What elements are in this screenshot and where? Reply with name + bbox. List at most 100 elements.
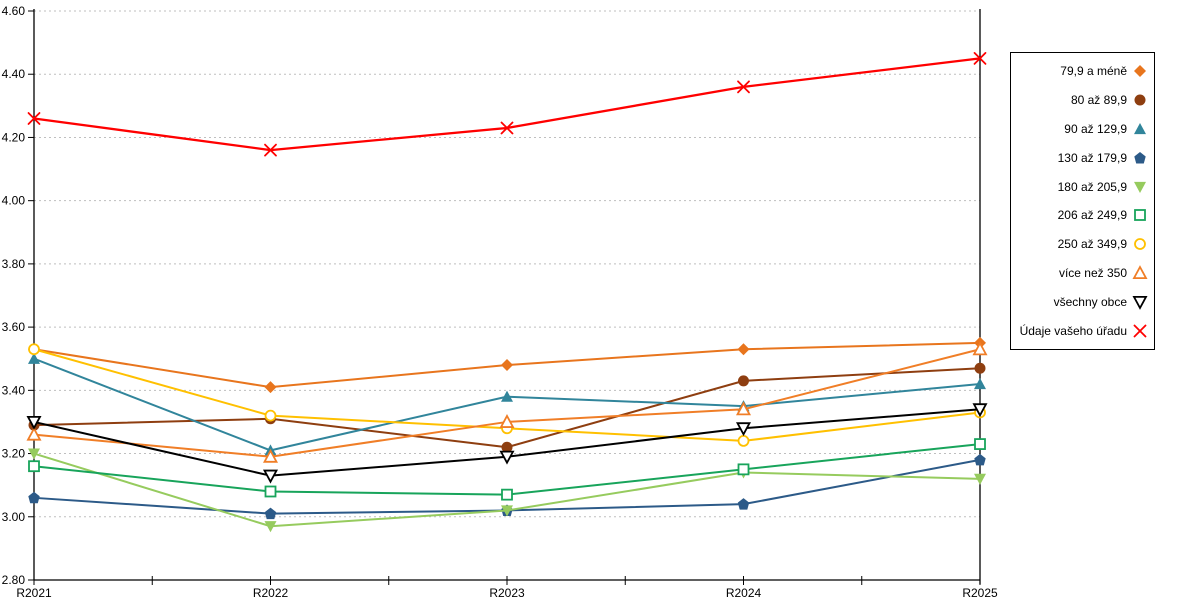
marker-x-stroke [500,121,514,135]
y-axis-label: 4.20 [2,130,26,144]
marker-square-hollow [264,485,277,498]
marker-circle [738,375,749,387]
marker-x [737,80,750,94]
marker-triangle-down-hollow [1132,295,1148,310]
marker-x-stroke [1133,324,1147,337]
chart-legend: 79,9 a méně 80 až 89,9 90 až 129,9 130 až 1… [1010,52,1155,350]
y-axis-label: 3.60 [2,320,26,334]
marker-circle-hollow [28,343,40,356]
marker-triangle-down-hollow [499,450,515,465]
marker-pentagon [974,453,986,466]
marker-x-stroke [264,143,277,157]
marker-triangle-down [264,521,277,533]
marker-square-hollow [501,488,513,501]
series-8 [26,341,988,463]
legend-item: 180 až 205,9 [1015,179,1148,195]
legend-item: 250 až 349,9 [1015,236,1148,252]
series-5 [28,448,986,533]
legend-marker-icon [1134,151,1146,164]
marker-triangle-up-hollow [262,448,279,463]
marker-diamond [264,381,277,394]
marker-circle [1134,94,1146,106]
marker-triangle-up [501,390,513,402]
marker-diamond [1134,65,1146,78]
y-axis-label: 3.20 [2,447,26,461]
legend-item: všechny obce [1015,294,1148,310]
marker-triangle-down-hollow [972,403,988,418]
legend-item-label: 90 až 129,9 [1064,121,1127,136]
marker-square-hollow [737,463,750,476]
marker-triangle-down-hollow [735,422,752,437]
series-2 [28,362,986,453]
marker-triangle-up [1134,122,1146,135]
legend-item-label: všechny obce [1053,294,1127,309]
legend-item-label: 130 až 179,9 [1057,150,1127,165]
legend-item: více než 350 [1015,265,1148,281]
y-axis-label: 4.00 [2,194,26,208]
marker-diamond [501,359,513,372]
marker-circle-hollow [1134,238,1146,251]
marker-triangle-up [28,352,40,364]
marker-triangle-up-hollow [26,426,42,441]
legend-item: 80 až 89,9 [1015,92,1148,108]
legend-marker-icon [1134,209,1146,222]
marker-circle-hollow [737,435,750,447]
marker-square-hollow [28,460,40,473]
marker-circle-hollow [264,409,277,422]
legend-marker-icon [1134,65,1146,78]
legend-marker-icon [1132,265,1148,279]
y-axis-label: 2.80 [2,573,26,587]
marker-pentagon [1134,151,1146,164]
legend-item-label: 80 až 89,9 [1070,93,1127,108]
marker-diamond [737,343,750,356]
marker-triangle-up-hollow [972,341,988,356]
legend-marker-icon [1134,94,1146,106]
series-line [33,367,981,449]
series-10 [27,52,987,157]
marker-pentagon [737,498,750,510]
legend-item: 79,9 a méně [1015,63,1148,79]
marker-x [264,143,277,157]
marker-triangle-up [974,378,986,390]
legend-item: 90 až 129,9 [1015,121,1148,137]
marker-pentagon [28,491,40,504]
marker-x [973,52,987,65]
marker-x-stroke [737,80,750,94]
y-axis-label: 3.80 [2,257,26,271]
y-axis-label: 3.00 [2,510,26,524]
y-axis-label: 3.40 [2,383,26,397]
legend-item-label: 180 až 205,9 [1057,179,1127,194]
legend-marker-icon [1133,324,1147,337]
x-axis-label: R2021 [16,586,52,600]
marker-circle [501,441,513,453]
marker-triangle-up-hollow [1132,265,1148,279]
marker-x-stroke [973,52,987,65]
series-line [33,57,981,152]
x-axis-label: R2022 [253,586,289,600]
marker-circle [974,362,986,374]
legend-item: Údaje vašeho úřadu [1015,323,1148,339]
marker-x [1133,324,1147,337]
legend-item-label: 250 až 349,9 [1057,237,1127,252]
marker-square-hollow [1134,209,1146,222]
legend-item-label: 206 až 249,9 [1057,208,1127,223]
legend-item-label: více než 350 [1058,265,1127,280]
x-axis-label: R2023 [489,586,525,600]
legend-marker-icon [1134,122,1146,135]
legend-item: 130 až 179,9 [1015,150,1148,166]
marker-square-hollow [974,438,986,450]
marker-triangle-down [974,473,986,485]
x-axis-label: R2025 [962,586,998,600]
marker-triangle-up-hollow [499,414,515,428]
marker-x-stroke [27,112,41,125]
series-6 [28,438,986,501]
legend-item-label: Údaje vašeho úřadu [1019,323,1127,338]
marker-triangle-down-hollow [26,415,42,430]
legend-marker-icon [1134,238,1146,251]
y-axis-label: 4.40 [2,67,26,81]
y-axis-label: 4.60 [2,4,26,18]
marker-triangle-down-hollow [262,469,279,484]
marker-x [27,112,41,125]
marker-triangle-up-hollow [735,401,752,416]
